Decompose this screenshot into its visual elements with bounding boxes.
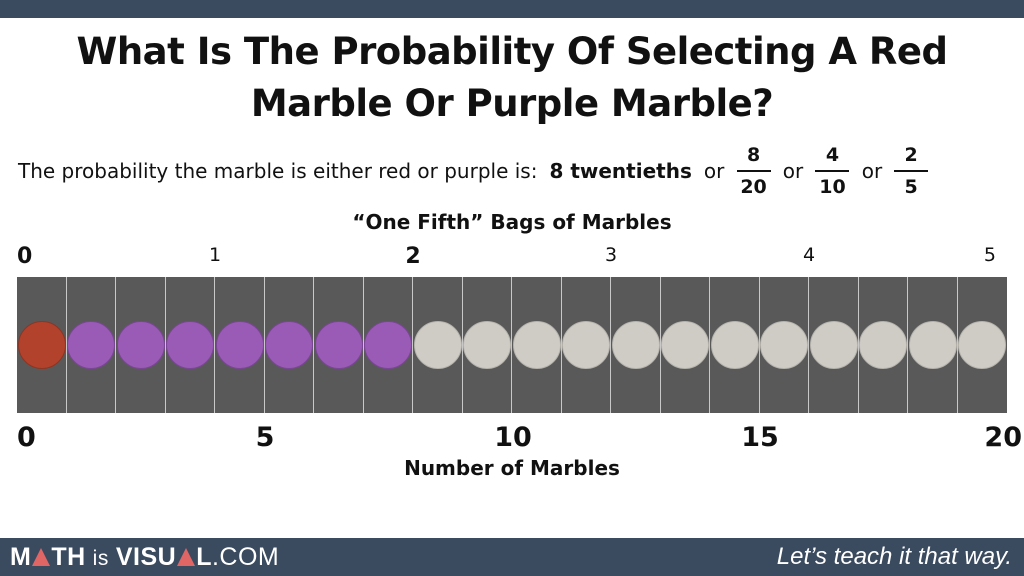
brand-letters: M <box>10 543 32 571</box>
marble-cell <box>264 277 314 413</box>
purple-marble <box>116 321 165 369</box>
marble-cell <box>561 277 611 413</box>
marble-cell <box>66 277 116 413</box>
fraction-denominator: 5 <box>904 176 918 198</box>
or-text: or <box>782 159 804 183</box>
marble-cell <box>314 277 364 413</box>
or-text: or <box>703 159 725 183</box>
fraction-numerator: 2 <box>904 144 918 166</box>
brand-logo: M TH is VISU L.COM <box>10 541 279 575</box>
marble-cell <box>908 277 958 413</box>
marble-cell <box>710 277 760 413</box>
gray-marble <box>562 321 611 369</box>
brand-is: is <box>92 547 109 570</box>
marble-cell <box>116 277 166 413</box>
triangle-icon <box>177 548 196 566</box>
probability-statement: The probability the marble is either red… <box>18 138 929 204</box>
marble-cell <box>215 277 265 413</box>
fraction-4-10: 4 10 <box>815 142 850 200</box>
gray-marble <box>958 321 1007 369</box>
bottom-tick-20: 20 <box>984 422 1022 453</box>
tagline: Let’s teach it that way. <box>776 543 1012 570</box>
red-marble <box>17 321 66 369</box>
marble-cell <box>660 277 710 413</box>
fraction-bar <box>815 170 850 172</box>
fraction-denominator: 10 <box>819 176 846 198</box>
brand-domain: .COM <box>211 543 280 571</box>
gray-marble <box>859 321 908 369</box>
gray-marble <box>908 321 957 369</box>
marble-cell <box>759 277 809 413</box>
probability-prefix: The probability the marble is either red… <box>18 159 538 183</box>
fraction-bar <box>894 170 929 172</box>
marble-cell <box>462 277 512 413</box>
gray-marble <box>809 321 858 369</box>
brand-letters: VISU <box>115 543 177 571</box>
top-tick-1: 1 <box>208 244 222 266</box>
top-tick-4: 4 <box>802 244 816 266</box>
gray-marble <box>661 321 710 369</box>
top-tick-5: 5 <box>983 244 996 266</box>
fraction-numerator: 8 <box>746 144 761 166</box>
purple-marble <box>314 321 363 369</box>
bottom-tick-5: 5 <box>255 422 275 453</box>
page-title: What Is The Probability Of Selecting A R… <box>0 26 1024 130</box>
top-tick-2: 2 <box>405 244 421 269</box>
title-line-1: What Is The Probability Of Selecting A R… <box>76 30 948 73</box>
marble-cell <box>17 277 67 413</box>
fraction-numerator: 4 <box>825 144 840 166</box>
purple-marble <box>364 321 413 369</box>
purple-marble <box>265 321 314 369</box>
top-banner <box>0 0 1024 18</box>
brand-letters: TH <box>51 543 86 571</box>
probability-word-form: 8 twentieths <box>549 159 692 183</box>
marble-strip <box>17 277 1007 413</box>
purple-marble <box>215 321 264 369</box>
bottom-tick-0: 0 <box>17 422 36 453</box>
footer-bar: M TH is VISU L.COM Let’s teach it that way. <box>0 538 1024 576</box>
top-tick-0: 0 <box>17 244 33 269</box>
gray-marble <box>710 321 759 369</box>
or-text: or <box>861 159 883 183</box>
fraction-denominator: 20 <box>740 176 767 198</box>
marble-cell <box>165 277 215 413</box>
marble-cell <box>957 277 1007 413</box>
purple-marble <box>67 321 116 369</box>
top-tick-3: 3 <box>604 244 618 266</box>
bags-title: “One Fifth” Bags of Marbles <box>352 210 672 234</box>
gray-marble <box>463 321 512 369</box>
marble-cell <box>363 277 413 413</box>
gray-marble <box>611 321 660 369</box>
marble-cell <box>413 277 463 413</box>
triangle-icon <box>32 548 51 566</box>
fraction-bar <box>736 170 771 172</box>
marble-cell <box>611 277 661 413</box>
brand-letters: L <box>196 543 212 571</box>
marble-cell <box>512 277 562 413</box>
purple-marble <box>166 321 215 369</box>
bottom-tick-15: 15 <box>741 422 779 453</box>
gray-marble <box>760 321 809 369</box>
fraction-8-20: 8 20 <box>736 142 771 200</box>
fraction-2-5: 2 5 <box>894 142 929 200</box>
marble-cell <box>858 277 908 413</box>
gray-marble <box>413 321 462 369</box>
title-line-2: Marble Or Purple Marble? <box>250 82 774 125</box>
axis-label: Number of Marbles <box>404 456 620 480</box>
gray-marble <box>512 321 561 369</box>
marble-cell <box>809 277 859 413</box>
bottom-tick-10: 10 <box>494 422 532 453</box>
